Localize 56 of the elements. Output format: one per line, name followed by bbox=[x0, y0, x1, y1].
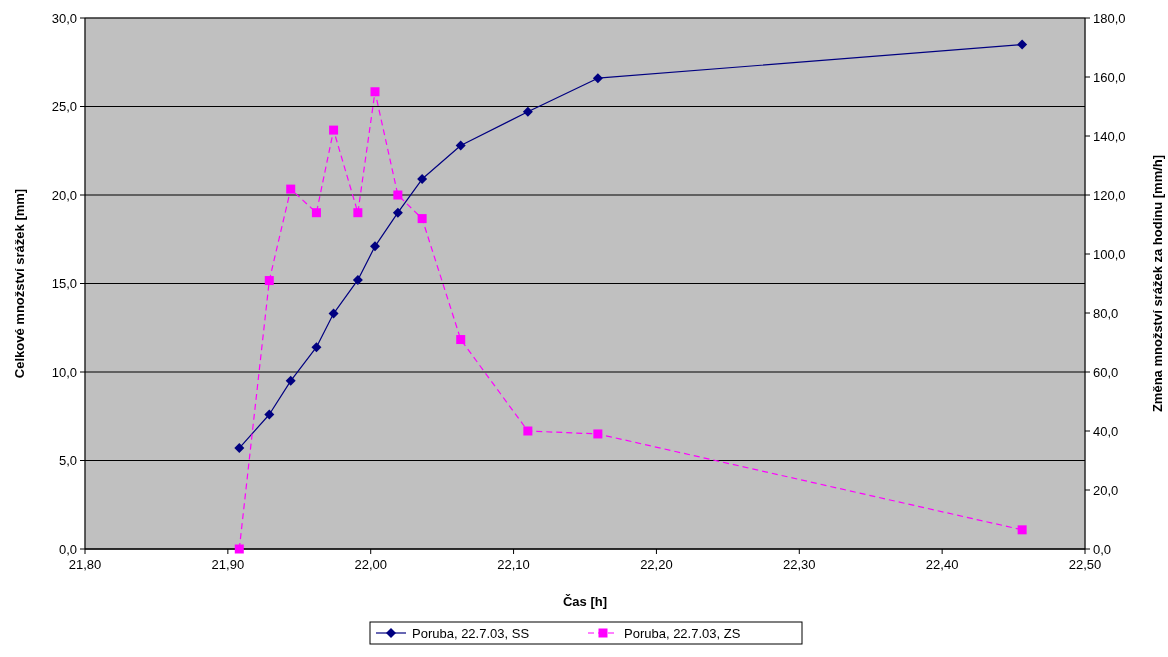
point bbox=[417, 174, 428, 185]
point bbox=[353, 208, 363, 218]
point bbox=[311, 342, 322, 353]
point bbox=[311, 208, 321, 218]
point bbox=[592, 73, 603, 84]
point bbox=[417, 214, 427, 224]
x-tick-label: 22,30 bbox=[783, 557, 816, 572]
y-tick-label: 20,0 bbox=[51, 187, 77, 203]
y2-axis-title: Změna množství srážek za hodinu [mm/h] bbox=[1150, 154, 1165, 413]
point bbox=[329, 125, 339, 135]
y2-tick-label: 80,0 bbox=[1093, 305, 1119, 321]
point bbox=[285, 375, 296, 386]
point bbox=[264, 276, 274, 286]
point bbox=[234, 544, 244, 554]
x-tick-label: 22,20 bbox=[640, 557, 673, 572]
legend-label: Poruba, 22.7.03, ZS bbox=[624, 626, 741, 641]
x-tick-label: 21,80 bbox=[68, 557, 102, 572]
point bbox=[328, 308, 339, 319]
y-tick-label: 25,0 bbox=[51, 99, 77, 114]
point bbox=[264, 409, 275, 420]
y2-tick-label: 20,0 bbox=[1093, 482, 1119, 498]
point bbox=[593, 429, 603, 439]
point bbox=[455, 140, 466, 151]
y2-tick-label: 0,0 bbox=[1093, 541, 1112, 557]
y2-tick-label: 140,0 bbox=[1093, 128, 1126, 144]
x-tick-label: 22,50 bbox=[1068, 557, 1102, 572]
point bbox=[523, 426, 533, 436]
y2-tick-label: 60,0 bbox=[1093, 364, 1119, 380]
point bbox=[234, 443, 245, 454]
x-tick-label: 22,00 bbox=[354, 557, 387, 572]
y2-tick-label: 100,0 bbox=[1093, 246, 1126, 262]
point bbox=[370, 241, 380, 252]
y2-tick-label: 160,0 bbox=[1093, 69, 1126, 85]
point bbox=[370, 87, 380, 97]
x-tick-label: 21,90 bbox=[211, 557, 245, 572]
point bbox=[522, 106, 533, 117]
y-tick-label: 10,0 bbox=[51, 364, 77, 380]
point bbox=[456, 335, 466, 345]
legend-label: Poruba, 22.7.03, SS bbox=[412, 626, 530, 641]
y-axis-title: Celkové množství srážek [mm] bbox=[12, 188, 27, 379]
y2-tick-label: 40,0 bbox=[1093, 423, 1119, 439]
point bbox=[1017, 525, 1027, 535]
y-tick-label: 0,0 bbox=[58, 541, 77, 557]
y-tick-label: 30,0 bbox=[51, 10, 77, 26]
y2-tick-label: 180,0 bbox=[1093, 10, 1126, 26]
y-tick-label: 15,0 bbox=[51, 276, 77, 291]
point bbox=[392, 207, 403, 218]
x-tick-label: 22,40 bbox=[925, 557, 959, 572]
point bbox=[352, 274, 363, 285]
point bbox=[393, 190, 403, 200]
point bbox=[286, 184, 296, 194]
y2-tick-label: 120,0 bbox=[1093, 187, 1126, 203]
point bbox=[1017, 39, 1028, 50]
x-axis-title: Čas [h] bbox=[562, 594, 608, 609]
y-tick-label: 5,0 bbox=[58, 453, 77, 468]
x-tick-label: 22,10 bbox=[497, 557, 530, 572]
